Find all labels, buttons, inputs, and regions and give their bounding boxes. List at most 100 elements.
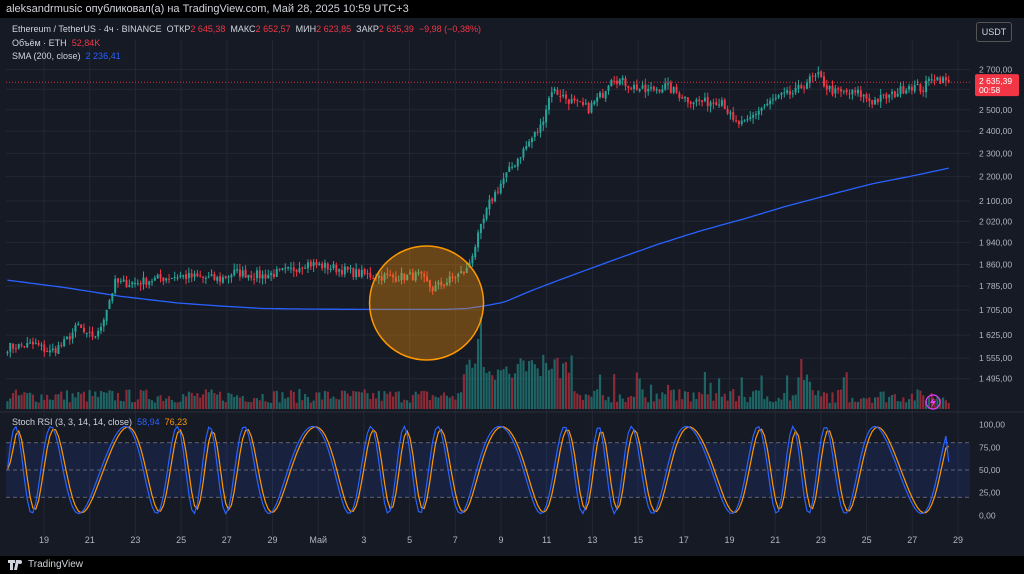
candle: [40, 342, 43, 351]
candle-body: [794, 87, 797, 93]
candle: [800, 83, 803, 90]
candle: [125, 275, 128, 288]
candle-body: [735, 120, 738, 122]
candle-body: [616, 80, 618, 84]
volume-bar: [199, 397, 202, 409]
chart-panel[interactable]: 2 700,002 600,002 500,002 400,002 300,00…: [0, 18, 1024, 556]
candle-body: [437, 282, 440, 285]
candle-body: [46, 350, 49, 353]
volume-bar: [536, 368, 539, 409]
candle-body: [587, 102, 590, 114]
candle: [916, 79, 919, 86]
candle: [366, 269, 369, 280]
candle: [134, 277, 136, 288]
candle-body: [372, 277, 375, 279]
candle: [409, 269, 412, 275]
candle: [621, 75, 624, 86]
high-value: 2 652,57: [255, 24, 291, 34]
candle: [394, 271, 397, 283]
candle: [31, 337, 34, 349]
low-value: 2 623,85: [316, 24, 352, 34]
candle: [570, 94, 573, 105]
volume-bar: [627, 396, 630, 409]
candle: [136, 279, 139, 286]
candle-body: [128, 285, 131, 288]
volume-bar: [116, 392, 120, 409]
candle: [202, 275, 205, 284]
candle: [20, 342, 23, 348]
candle-body: [791, 93, 794, 95]
volume-bar: [607, 396, 610, 409]
volume-bar: [766, 396, 769, 409]
candle: [780, 91, 783, 100]
stoch-legend[interactable]: Stoch RSI (3, 3, 14, 14, close) 58,94 76…: [12, 417, 187, 427]
candle-body: [219, 276, 222, 282]
currency-button[interactable]: USDT: [976, 22, 1012, 42]
volume-bars: [6, 317, 950, 409]
candle: [431, 285, 434, 295]
volume-bar: [533, 364, 536, 409]
candle-body: [919, 84, 922, 92]
candle-body: [896, 93, 899, 97]
candle: [176, 274, 179, 281]
candle-body: [573, 98, 576, 101]
time-tick-label: 5: [407, 535, 412, 545]
candle-body: [840, 89, 842, 92]
volume-bar: [309, 402, 312, 409]
volume-bar: [150, 400, 154, 409]
volume-bar: [54, 394, 57, 409]
candle-body: [99, 326, 102, 331]
volume-bar: [547, 370, 551, 409]
volume-bar: [173, 402, 176, 409]
candle-body: [60, 345, 63, 347]
candle-body: [74, 325, 77, 332]
volume-bar: [119, 400, 122, 409]
candle: [885, 92, 888, 104]
candle: [488, 194, 491, 216]
volume-bar: [562, 363, 565, 409]
candle-body: [250, 275, 253, 278]
candle: [519, 156, 522, 164]
candle-body: [488, 199, 491, 210]
candle-body: [462, 271, 465, 274]
candle-body: [247, 274, 250, 278]
candle: [173, 271, 176, 282]
candle-body: [210, 274, 213, 277]
candle: [338, 268, 341, 277]
candle-body: [930, 79, 933, 81]
volume-bar: [108, 390, 111, 409]
candle-body: [159, 274, 162, 279]
volume-bar: [735, 401, 738, 409]
candle-body: [29, 342, 32, 344]
symbol-title[interactable]: Ethereum / TetherUS · 4ч · BINANCE: [12, 24, 162, 34]
volume-bar: [808, 381, 811, 409]
chart-canvas[interactable]: 2 700,002 600,002 500,002 400,002 300,00…: [0, 18, 1024, 556]
candle: [329, 264, 332, 273]
candle-body: [698, 99, 701, 101]
volume-legend[interactable]: Объём · ETH 52,84K: [12, 38, 100, 48]
candle: [896, 88, 899, 98]
sma-legend[interactable]: SMA (200, close) 2 236,41: [12, 51, 121, 61]
candle: [783, 87, 786, 98]
candle: [349, 264, 352, 274]
candle-body: [6, 351, 9, 353]
volume-bar: [845, 372, 848, 409]
volume-bar: [709, 382, 712, 409]
candle: [786, 86, 789, 95]
candle-body: [31, 341, 34, 345]
candle-body: [12, 343, 15, 349]
volume-bar: [706, 394, 709, 409]
candle: [874, 96, 877, 105]
candle: [159, 269, 162, 283]
candle-body: [703, 97, 706, 102]
volume-bar: [652, 401, 655, 409]
candle-body: [658, 89, 661, 92]
candle-body: [814, 75, 817, 77]
candle-body: [706, 96, 709, 106]
volume-bar: [729, 391, 732, 409]
volume-bar: [635, 372, 638, 409]
volume-bar: [496, 369, 500, 409]
candle-body: [482, 218, 485, 224]
candle-body: [406, 274, 409, 280]
volume-bar: [301, 400, 304, 409]
